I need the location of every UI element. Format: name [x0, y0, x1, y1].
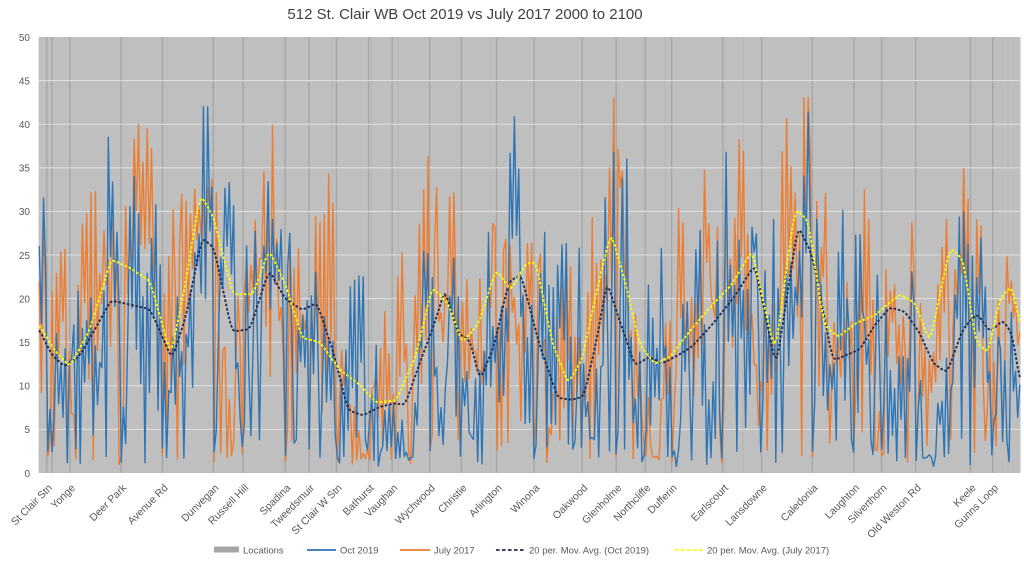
svg-text:10: 10 [19, 382, 31, 393]
svg-text:25: 25 [19, 251, 31, 262]
svg-text:40: 40 [19, 120, 31, 131]
svg-text:50: 50 [19, 33, 31, 44]
svg-text:30: 30 [19, 207, 31, 218]
svg-text:Oct 2019: Oct 2019 [340, 546, 379, 557]
svg-text:July 2017: July 2017 [434, 546, 475, 557]
svg-text:15: 15 [19, 338, 31, 349]
svg-text:0: 0 [24, 469, 30, 480]
svg-text:45: 45 [19, 76, 31, 87]
svg-text:5: 5 [24, 425, 30, 436]
svg-text:20 per. Mov. Avg. (Oct 2019): 20 per. Mov. Avg. (Oct 2019) [529, 546, 649, 557]
svg-text:35: 35 [19, 164, 31, 175]
svg-text:Locations: Locations [243, 546, 284, 557]
svg-text:20: 20 [19, 294, 31, 305]
svg-text:512 St. Clair WB Oct 2019 vs J: 512 St. Clair WB Oct 2019 vs July 2017 2… [287, 6, 642, 23]
svg-text:20 per. Mov. Avg. (July 2017): 20 per. Mov. Avg. (July 2017) [707, 546, 829, 557]
